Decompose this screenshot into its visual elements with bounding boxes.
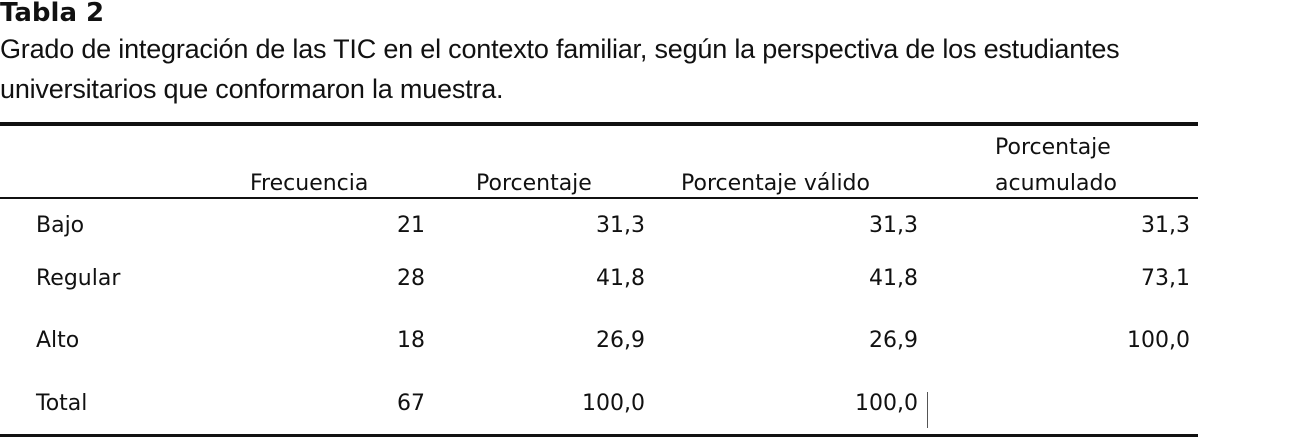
cell-value: 67 xyxy=(397,391,425,416)
bottom-rule xyxy=(0,434,1198,437)
cell-border xyxy=(927,392,928,428)
row-label: Alto xyxy=(36,328,80,353)
cell-value: 41,8 xyxy=(869,266,918,291)
column-header: Frecuencia xyxy=(250,171,369,196)
column-header: Porcentaje válido xyxy=(681,171,870,196)
cell-value: 100,0 xyxy=(855,391,918,416)
cell-value: 31,3 xyxy=(596,213,645,238)
cell-value: 26,9 xyxy=(869,328,918,353)
cell-value: 26,9 xyxy=(596,328,645,353)
cell-value: 28 xyxy=(397,266,425,291)
row-label: Bajo xyxy=(36,213,85,238)
cell-value: 21 xyxy=(397,213,425,238)
row-label: Regular xyxy=(36,266,121,291)
cell-value: 31,3 xyxy=(1141,213,1190,238)
column-header: Porcentaje xyxy=(476,171,592,196)
row-label: Total xyxy=(36,391,88,416)
cell-value: 73,1 xyxy=(1141,266,1190,291)
header-rule xyxy=(0,197,1198,199)
cell-value: 31,3 xyxy=(869,213,918,238)
caption-line: universitarios que conformaron la muestr… xyxy=(0,74,504,104)
column-header: Porcentaje xyxy=(995,135,1111,160)
caption-line: Grado de integración de las TIC en el co… xyxy=(0,34,1120,64)
cell-value: 100,0 xyxy=(1127,328,1190,353)
top-rule xyxy=(0,122,1198,126)
cell-value: 100,0 xyxy=(582,391,645,416)
column-header: acumulado xyxy=(995,171,1117,196)
cell-value: 18 xyxy=(397,328,425,353)
table-number: Tabla 2 xyxy=(0,0,105,28)
cell-value: 41,8 xyxy=(596,266,645,291)
